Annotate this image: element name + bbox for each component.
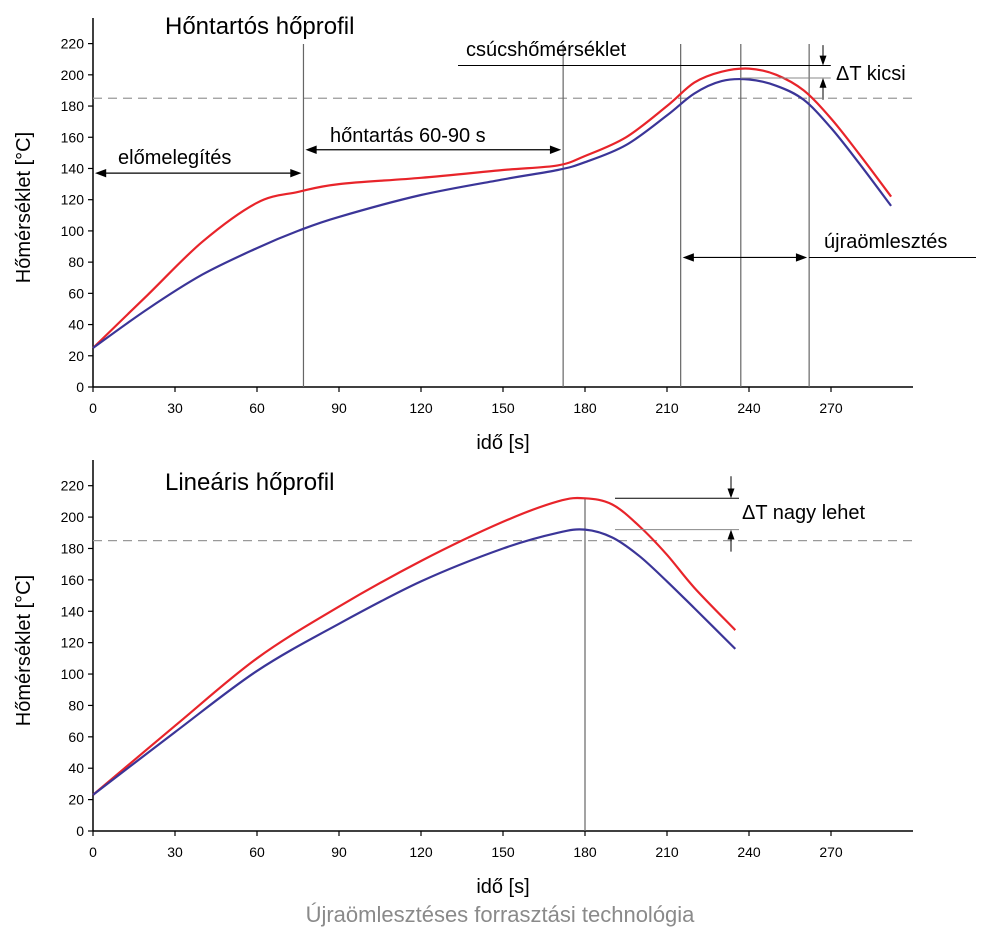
soak-arrow-head-left bbox=[305, 145, 317, 154]
y-tick-label: 140 bbox=[61, 160, 85, 176]
x-tick-label: 30 bbox=[167, 400, 183, 416]
y-tick-label: 200 bbox=[61, 509, 85, 525]
dt-arrow-bottom-head bbox=[819, 77, 827, 88]
figure-caption: Újraömlesztéses forrasztási technológia bbox=[306, 902, 696, 927]
y-tick-label: 120 bbox=[61, 192, 85, 208]
x-tick-label: 60 bbox=[249, 844, 265, 860]
x-axis-label: idő [s] bbox=[476, 432, 529, 454]
y-tick-label: 80 bbox=[68, 254, 84, 270]
dt-arrow-top-head bbox=[819, 55, 827, 66]
soak-arrow-head-right bbox=[549, 145, 562, 154]
x-tick-label: 60 bbox=[249, 400, 265, 416]
x-tick-label: 240 bbox=[737, 400, 761, 416]
dt-large-label: ΔT nagy lehet bbox=[742, 502, 866, 524]
y-tick-label: 160 bbox=[61, 572, 85, 588]
y-tick-label: 140 bbox=[61, 603, 85, 619]
y-tick-label: 220 bbox=[61, 36, 85, 52]
x-tick-label: 120 bbox=[409, 400, 433, 416]
chart-linear-profile: Lineáris hőprofil 0 20 40 60 80 100 120 140 160 18… bbox=[13, 460, 918, 898]
y-tick-label: 40 bbox=[68, 760, 84, 776]
chart-title: Hőntartós hőprofil bbox=[165, 13, 354, 40]
x-tick-label: 150 bbox=[491, 400, 515, 416]
x-tick-label: 210 bbox=[655, 844, 679, 860]
y-tick-label: 0 bbox=[76, 823, 84, 839]
x-tick-label: 180 bbox=[573, 400, 597, 416]
x-tick-label: 30 bbox=[167, 844, 183, 860]
soak-label: hőntartás 60-90 s bbox=[330, 125, 486, 147]
y-tick-label: 100 bbox=[61, 223, 85, 239]
x-tick-label: 150 bbox=[491, 844, 515, 860]
chart-soak-profile: Hőntartós hőprofil 0 20 40 60 80 100 120 140 160 1… bbox=[13, 13, 976, 454]
x-tick-label: 0 bbox=[89, 844, 97, 860]
y-axis-label: Hőmérséklet [°C] bbox=[13, 132, 35, 283]
x-tick-label: 90 bbox=[331, 844, 347, 860]
x-tick-label: 240 bbox=[737, 844, 761, 860]
y-tick-label: 20 bbox=[68, 348, 84, 364]
x-tick-label: 90 bbox=[331, 400, 347, 416]
y-axis-label: Hőmérséklet [°C] bbox=[13, 575, 35, 726]
x-tick-label: 270 bbox=[819, 844, 843, 860]
reflow-arrow-head-left bbox=[682, 253, 694, 262]
dt-arrow-top-head bbox=[727, 488, 735, 499]
preheat-arrow-head-left bbox=[95, 168, 107, 178]
peak-label: csúcshőmérséklet bbox=[466, 39, 627, 61]
y-tick-label: 180 bbox=[61, 540, 85, 556]
series-line-blue bbox=[92, 77, 892, 349]
y-tick-label: 60 bbox=[68, 729, 84, 745]
series-line-blue bbox=[92, 528, 737, 796]
series-line-red bbox=[92, 67, 892, 349]
y-tick-label: 80 bbox=[68, 697, 84, 713]
y-tick-label: 20 bbox=[68, 792, 84, 808]
dt-small-label: ΔT kicsi bbox=[836, 63, 906, 85]
y-tick-label: 60 bbox=[68, 285, 84, 301]
preheat-label: előmelegítés bbox=[118, 147, 231, 169]
y-tick-label: 220 bbox=[61, 478, 85, 494]
x-tick-label: 120 bbox=[409, 844, 433, 860]
y-tick-label: 160 bbox=[61, 129, 85, 145]
chart-title: Lineáris hőprofil bbox=[165, 469, 334, 496]
series-line-red bbox=[92, 496, 737, 796]
preheat-arrow-head-right bbox=[290, 168, 302, 178]
y-tick-label: 200 bbox=[61, 67, 85, 83]
y-tick-label: 0 bbox=[76, 379, 84, 395]
reflow-label: újraömlesztés bbox=[824, 231, 947, 253]
x-tick-label: 210 bbox=[655, 400, 679, 416]
y-tick-label: 40 bbox=[68, 317, 84, 333]
x-axis-label: idő [s] bbox=[476, 876, 529, 898]
y-tick-label: 120 bbox=[61, 635, 85, 651]
reflow-arrow-head-right bbox=[795, 253, 808, 262]
dt-arrow-bottom-head bbox=[727, 529, 735, 540]
y-tick-label: 100 bbox=[61, 666, 85, 682]
x-tick-label: 0 bbox=[89, 400, 97, 416]
x-tick-label: 270 bbox=[819, 400, 843, 416]
y-tick-label: 180 bbox=[61, 98, 85, 114]
x-tick-label: 180 bbox=[573, 844, 597, 860]
